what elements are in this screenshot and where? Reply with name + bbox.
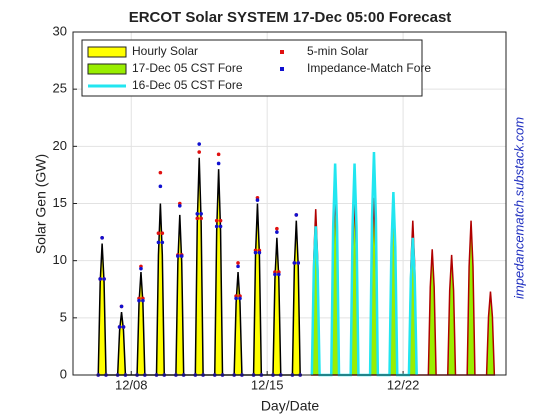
dot <box>100 236 104 240</box>
dot <box>257 250 262 255</box>
x-axis-label: Day/Date <box>261 398 320 414</box>
dot <box>98 277 102 281</box>
dot <box>160 240 165 245</box>
x-tick-label: 12/15 <box>251 377 284 392</box>
dot <box>214 218 219 223</box>
y-tick-label: 0 <box>60 366 67 381</box>
dot <box>294 213 299 217</box>
legend-label: 17-Dec 05 CST Fore <box>132 61 243 75</box>
dot <box>199 211 203 216</box>
dot <box>117 325 122 329</box>
y-tick-label: 20 <box>53 138 67 153</box>
dot <box>236 264 240 269</box>
dot <box>275 230 279 234</box>
dot <box>197 142 202 146</box>
legend-swatch <box>280 67 284 71</box>
dot <box>296 261 301 265</box>
dot <box>156 240 161 245</box>
legend-label: 16-Dec 05 CST Fore <box>132 78 243 92</box>
dot <box>216 161 221 166</box>
dot <box>253 250 258 255</box>
dot <box>275 226 279 231</box>
dot <box>195 211 200 216</box>
dot <box>160 231 165 236</box>
y-tick-label: 30 <box>53 23 67 38</box>
dot <box>216 152 221 157</box>
dot <box>102 277 106 281</box>
dot <box>199 216 203 221</box>
dot <box>137 298 141 303</box>
legend-label: Impedance-Match Fore <box>307 61 431 75</box>
dot <box>139 266 143 271</box>
dot <box>177 203 182 208</box>
y-axis-label: Solar Gen (GW) <box>33 154 49 254</box>
dot <box>158 184 163 189</box>
dot <box>179 254 184 258</box>
dot <box>234 296 238 301</box>
y-tick-label: 25 <box>53 81 67 96</box>
legend-swatch <box>87 63 127 75</box>
legend-box <box>81 39 423 97</box>
dot <box>197 150 202 154</box>
x-tick-label: 12/08 <box>115 377 148 392</box>
legend-label: 5-min Solar <box>307 44 368 58</box>
y-tick-label: 5 <box>60 309 67 324</box>
dot <box>273 272 277 277</box>
dot <box>236 261 240 265</box>
dot <box>277 272 281 277</box>
dot <box>195 216 200 221</box>
chart-title: ERCOT Solar SYSTEM 17-Dec 05:00 Forecast <box>129 9 452 26</box>
dot <box>255 198 260 202</box>
y-tick-label: 10 <box>53 252 67 267</box>
dot <box>292 261 297 265</box>
dot <box>121 325 126 329</box>
dot <box>238 296 242 301</box>
watermark: impedancematch.substack.com <box>511 117 526 299</box>
dot <box>218 224 223 229</box>
dot <box>156 231 161 236</box>
y-tick-label: 15 <box>53 195 67 210</box>
legend-label: Hourly Solar <box>132 44 198 58</box>
legend-swatch <box>280 50 284 54</box>
plot-frame <box>72 31 507 376</box>
dot <box>214 224 219 229</box>
dot <box>119 304 124 309</box>
dot <box>158 170 163 175</box>
legend-swatch <box>87 46 127 58</box>
dot <box>176 254 180 258</box>
x-tick-label: 12/22 <box>387 377 420 392</box>
dot <box>141 298 145 303</box>
dot <box>218 218 223 223</box>
